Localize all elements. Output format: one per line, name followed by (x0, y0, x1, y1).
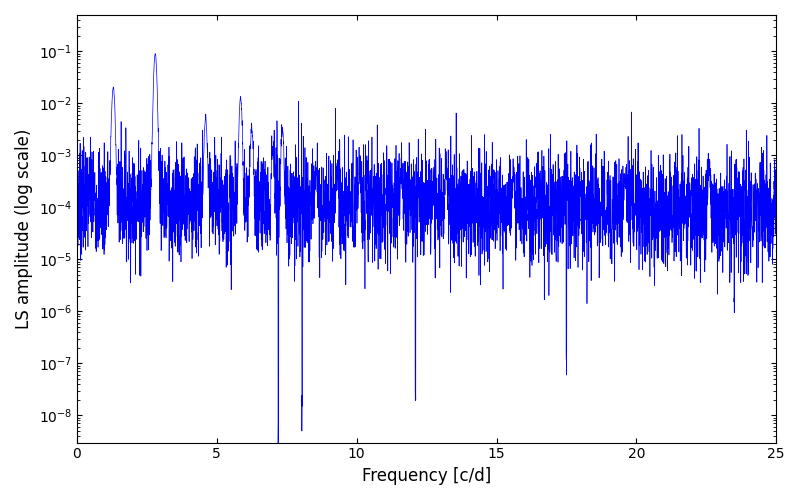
Y-axis label: LS amplitude (log scale): LS amplitude (log scale) (15, 128, 33, 329)
X-axis label: Frequency [c/d]: Frequency [c/d] (362, 467, 491, 485)
